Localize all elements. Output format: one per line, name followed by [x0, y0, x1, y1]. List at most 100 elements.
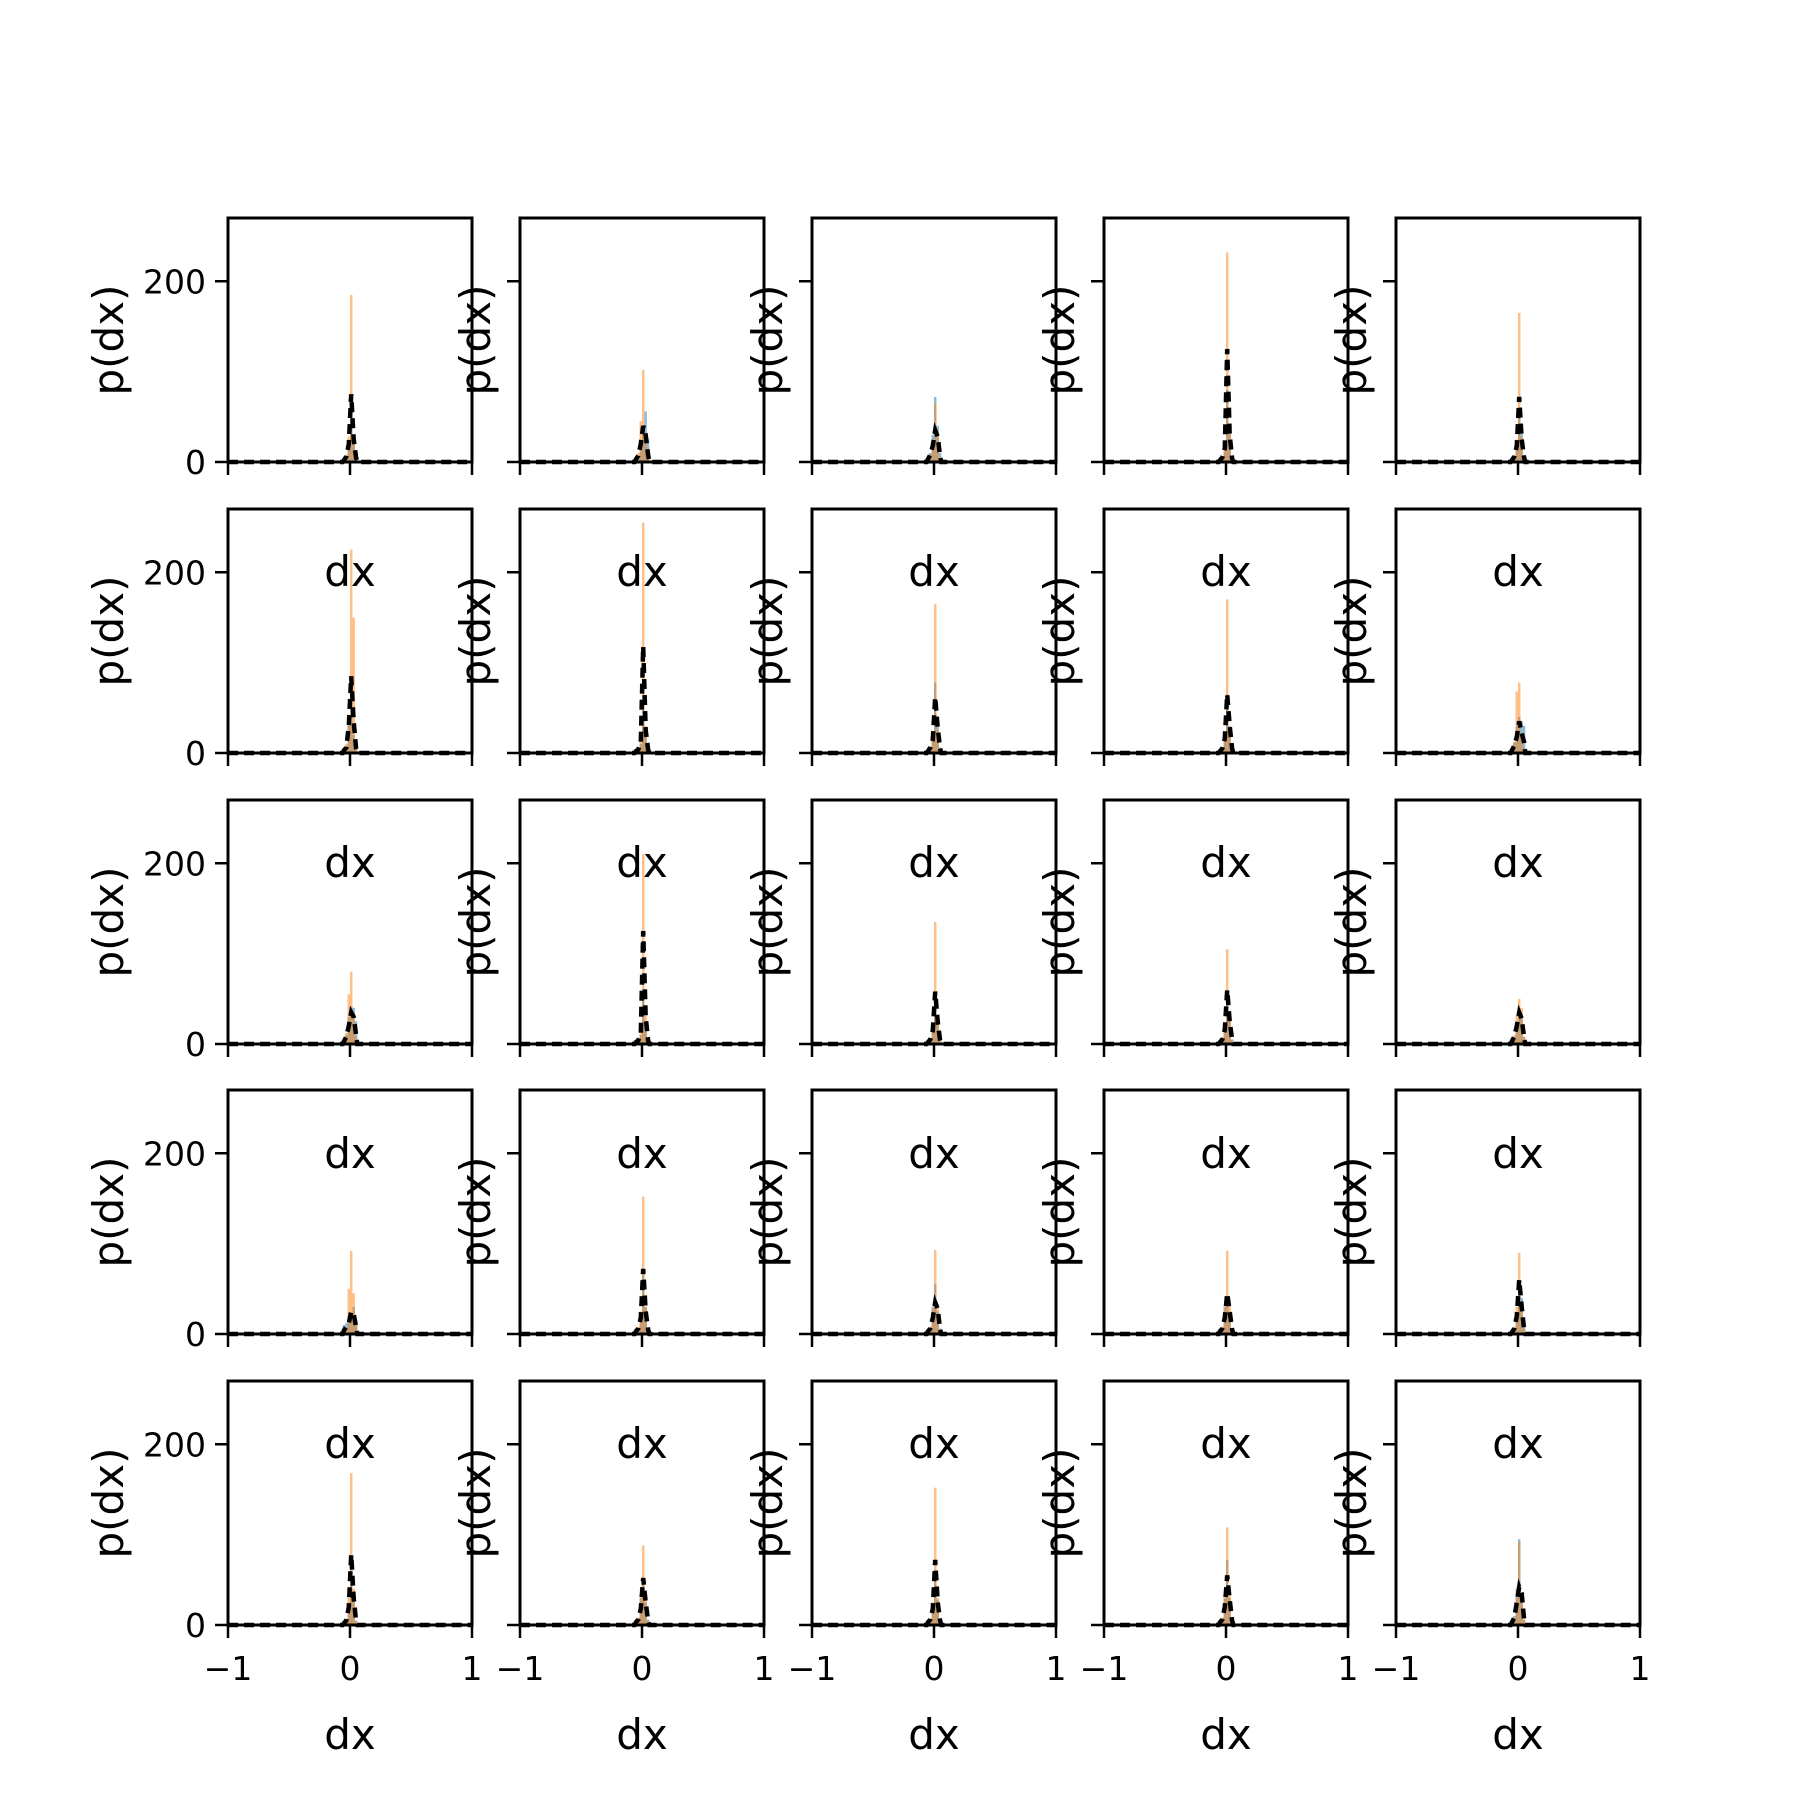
x-tick-label: 1	[1046, 1649, 1067, 1688]
subplot-1-5: dx p(dx)	[1327, 216, 1642, 596]
subplot-3-5: dx p(dx)	[1327, 798, 1642, 1178]
y-axis-label: p(dx)	[1035, 285, 1084, 396]
x-axis-label: dx	[1200, 838, 1252, 887]
histogram-b-bar-6	[646, 456, 650, 462]
y-axis-label: p(dx)	[84, 576, 133, 687]
reference-curve	[228, 1306, 472, 1337]
y-tick-label: 0	[185, 1315, 206, 1354]
histogram-b-bar-4	[642, 1196, 645, 1334]
histogram-b-bar-5	[1228, 730, 1231, 753]
y-tick-label: 0	[185, 1025, 206, 1064]
histogram-b-bar-4	[934, 922, 937, 1044]
subplot-2-3: dx p(dx)	[743, 507, 1058, 887]
x-axis-label: dx	[1492, 838, 1544, 887]
histogram-b-bar-4	[1518, 998, 1521, 1044]
x-axis-label: dx	[1492, 1129, 1544, 1178]
histogram-b-bar-4	[642, 522, 645, 753]
histogram-b-bar-4	[934, 603, 937, 753]
histogram-b-bar-2	[345, 1328, 348, 1334]
subplot-5-5: −1 0 1 dx p(dx)	[1327, 1379, 1651, 1759]
y-axis-label: p(dx)	[743, 1448, 792, 1559]
histogram-b-bar-5	[352, 617, 355, 753]
y-axis-label: p(dx)	[1327, 285, 1376, 396]
x-axis-label: dx	[1492, 1710, 1544, 1759]
subplot-4-5: dx p(dx)	[1327, 1088, 1642, 1468]
y-axis-label: p(dx)	[451, 1448, 500, 1559]
x-axis-label: dx	[908, 1129, 960, 1178]
y-tick-label: 200	[143, 262, 206, 301]
histogram-b-bar-3	[1515, 691, 1518, 753]
histogram-b-bar-3	[931, 442, 934, 462]
y-axis-label: p(dx)	[451, 867, 500, 978]
y-tick-label: 200	[143, 553, 206, 592]
histogram-b-bar-3	[1223, 1025, 1226, 1044]
x-tick-label: 0	[632, 1649, 653, 1688]
x-axis-label: dx	[908, 547, 960, 596]
histogram-b-bar-3	[1515, 439, 1518, 462]
y-axis-label: p(dx)	[1035, 867, 1084, 978]
x-tick-label: −1	[1372, 1649, 1421, 1688]
y-tick-label: 200	[143, 1134, 206, 1173]
y-axis-label: p(dx)	[743, 285, 792, 396]
y-axis-label: p(dx)	[84, 867, 133, 978]
subplot-5-2: −1 0 1 dx p(dx)	[451, 1379, 775, 1759]
histogram-b-bar-4	[934, 1249, 937, 1334]
subplot-5-3: −1 0 1 dx p(dx)	[743, 1379, 1067, 1759]
histogram-b-bar-3	[639, 739, 642, 753]
x-tick-label: 0	[340, 1649, 361, 1688]
histogram-b	[342, 1473, 358, 1625]
x-axis-label: dx	[616, 1710, 668, 1759]
histogram-b-bar-4	[642, 1545, 645, 1625]
y-axis-label: p(dx)	[1035, 1157, 1084, 1268]
histogram-b-bar-3	[931, 1025, 934, 1044]
y-axis-label: p(dx)	[1035, 1448, 1084, 1559]
subplot-3-1: 0 200 dx p(dx)	[84, 798, 474, 1178]
histogram-b-bar-5	[352, 1588, 355, 1625]
subplot-3-3: dx p(dx)	[743, 798, 1058, 1178]
y-axis-label: p(dx)	[1035, 576, 1084, 687]
histogram-b-bar-3	[1223, 734, 1226, 753]
histogram-b-bar-6	[354, 458, 358, 462]
histogram-b-bar-3	[639, 1311, 642, 1334]
subplot-2-1: 0 200 dx p(dx)	[84, 507, 474, 887]
histogram-b-bar-4	[350, 1473, 353, 1625]
x-axis-label: dx	[908, 838, 960, 887]
histogram-b-bar-6	[1522, 1619, 1526, 1625]
histogram-b-bar-3	[347, 994, 350, 1044]
histogram-b-bar-6	[938, 1040, 942, 1044]
histogram-b-bar-5	[644, 434, 647, 462]
y-axis-label: p(dx)	[1327, 867, 1376, 978]
x-tick-label: 1	[1338, 1649, 1359, 1688]
histogram-b	[926, 603, 942, 753]
x-axis-label: dx	[324, 1710, 376, 1759]
x-axis-label: dx	[324, 1129, 376, 1178]
x-axis-label: dx	[1200, 1129, 1252, 1178]
histogram-b-bar-4	[350, 1250, 353, 1334]
x-axis-label: dx	[616, 1129, 668, 1178]
x-tick-label: 0	[1508, 1649, 1529, 1688]
x-tick-label: 1	[754, 1649, 775, 1688]
histogram-b-bar-6	[1230, 1039, 1234, 1044]
y-tick-label: 200	[143, 1425, 206, 1464]
subplot-2-2: dxp(dx)	[451, 507, 766, 887]
histogram-b-bar-6	[354, 749, 358, 753]
subplot-1-3: dx p(dx)	[743, 216, 1058, 596]
subplot-4-1: 0 200 dx p(dx)	[84, 1088, 474, 1468]
subplot-2-5: dx p(dx)	[1327, 507, 1642, 887]
histogram-b-bar-4	[350, 294, 353, 462]
x-axis-label: dx	[616, 1419, 668, 1468]
x-tick-label: −1	[788, 1649, 837, 1688]
y-tick-label: 200	[143, 844, 206, 883]
histogram-b-bar-5	[1520, 734, 1523, 753]
histogram-b-bar-5	[644, 725, 647, 753]
y-axis-label: p(dx)	[1327, 576, 1376, 687]
y-tick-label: 0	[185, 443, 206, 482]
y-axis-label: p(dx)	[743, 576, 792, 687]
y-axis-label: p(dx)	[743, 1157, 792, 1268]
subplot-5-1: −1 0 1 0 200 dx p(dx)	[84, 1379, 483, 1759]
histogram-b-bar-6	[1522, 1328, 1526, 1334]
y-axis-label: p(dx)	[84, 285, 133, 396]
histogram-b-bar-3	[347, 1288, 350, 1334]
y-axis-label: p(dx)	[1327, 1157, 1376, 1268]
